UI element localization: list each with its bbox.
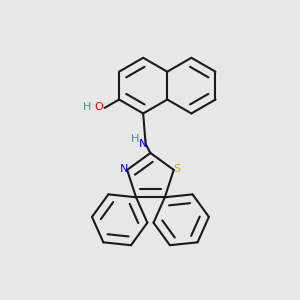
Text: O: O: [94, 102, 103, 112]
Text: H: H: [83, 102, 91, 112]
Text: S: S: [173, 164, 180, 174]
Text: N: N: [139, 139, 147, 148]
Text: H: H: [130, 134, 139, 144]
Text: N: N: [120, 164, 128, 174]
